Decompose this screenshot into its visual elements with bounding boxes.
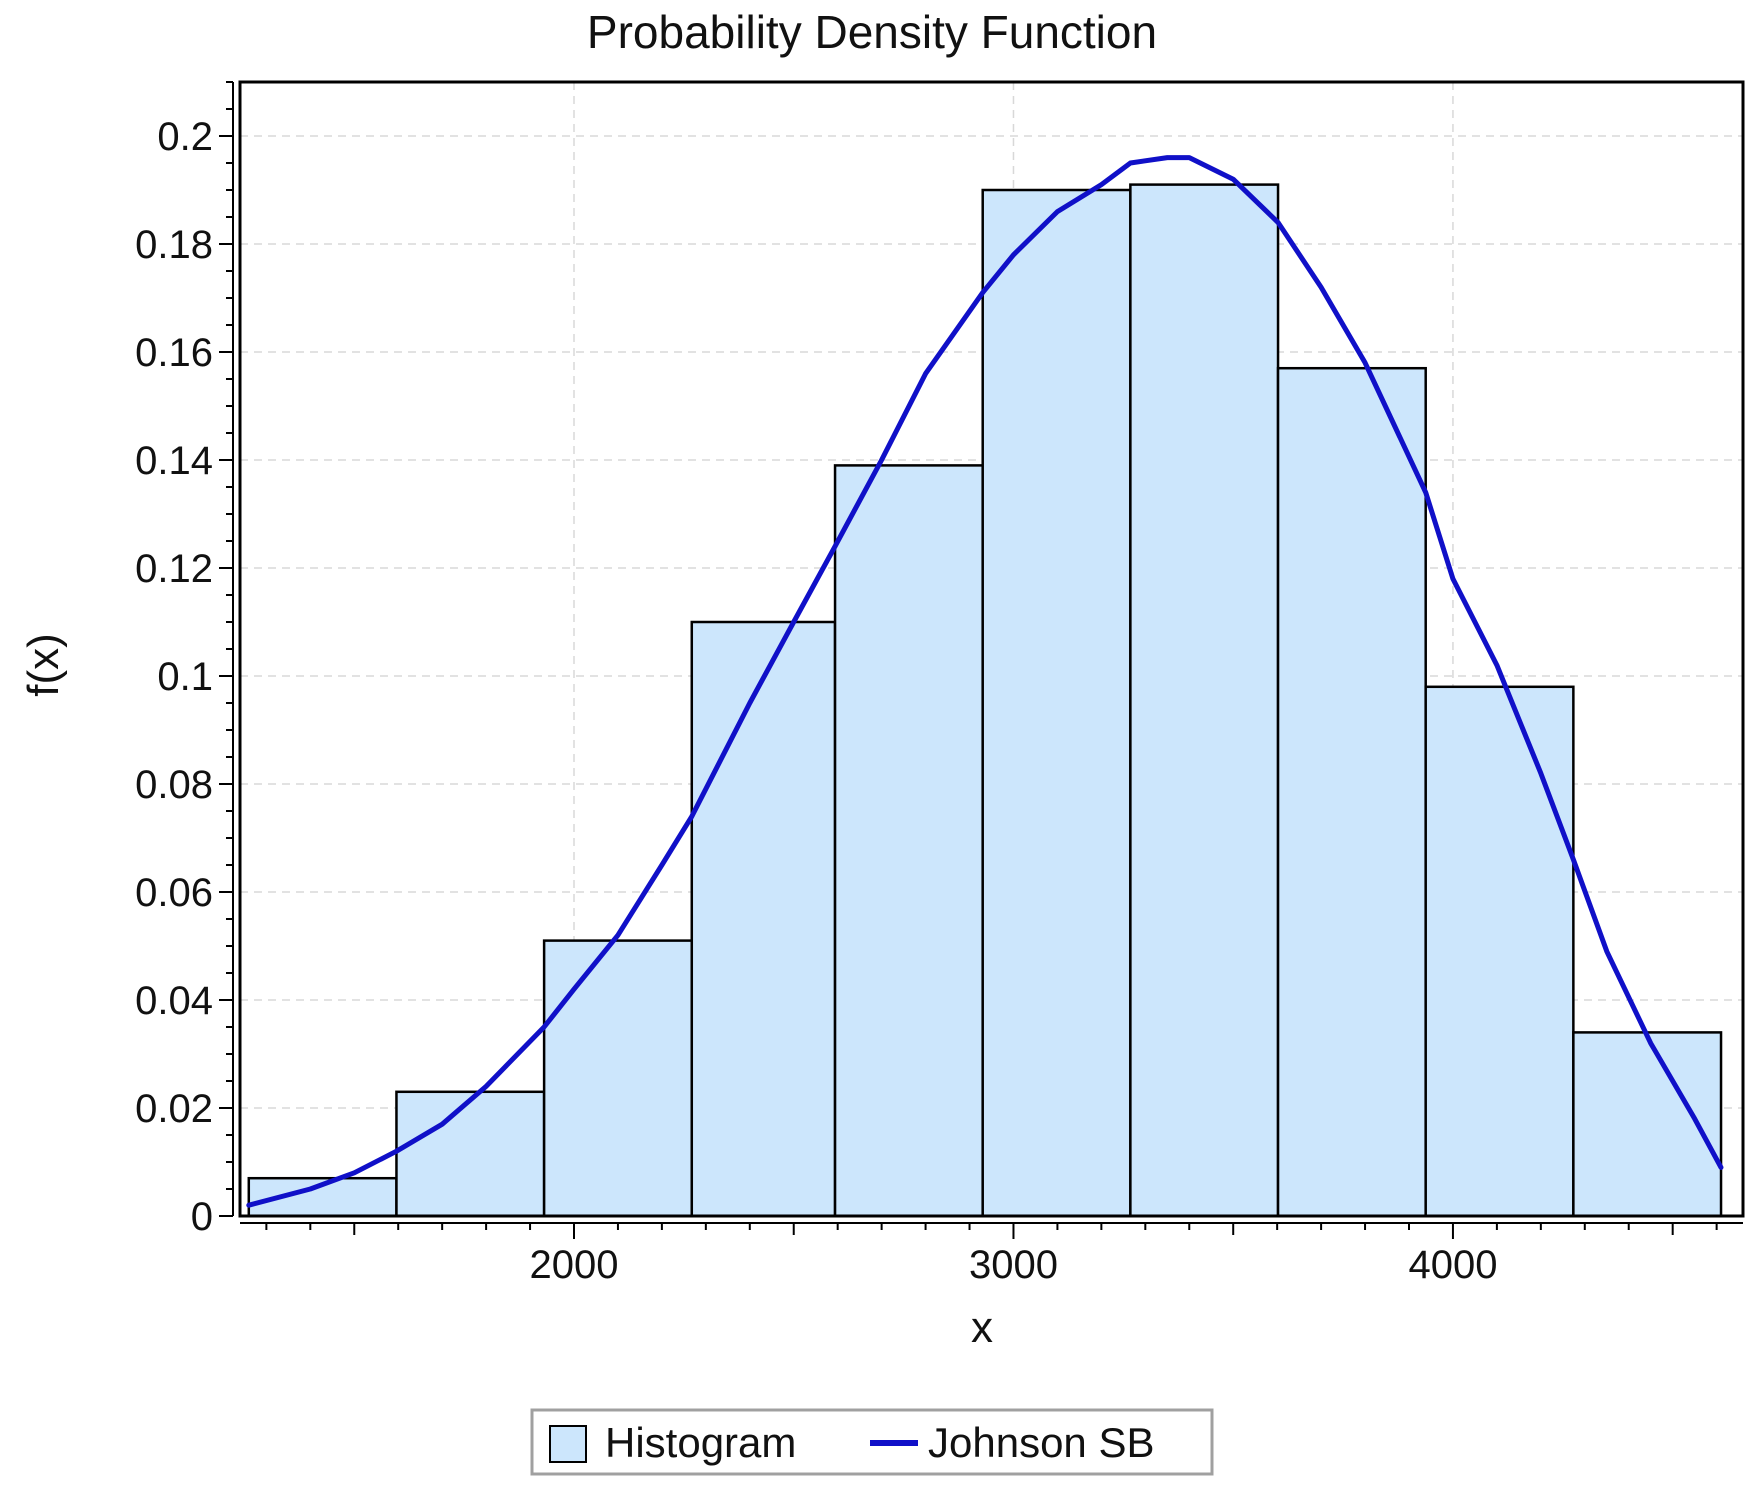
plot-frame [238, 80, 1745, 1218]
legend-histogram-swatch [549, 1425, 587, 1463]
johnson-sb-curve-layer [246, 155, 1724, 1208]
y-tick-label: 0.16 [135, 331, 213, 375]
x-tick-label: 3000 [969, 1243, 1058, 1287]
y-axis: 0 0.02 0.04 0.06 0.08 0.1 0.12 0.14 0.16 0.18 0.2 [135, 81, 234, 1239]
y-tick-label: 0.08 [135, 763, 213, 807]
y-tick-label: 0.04 [135, 979, 213, 1023]
histogram-bar [981, 188, 1132, 1218]
y-axis-title: f(x) [19, 633, 68, 697]
histogram-bars [247, 183, 1723, 1218]
y-tick-label: 0.2 [157, 115, 213, 159]
legend-histogram-label: Histogram [605, 1419, 796, 1466]
legend: Histogram Johnson SB [530, 1408, 1214, 1476]
y-tick-label: 0.1 [157, 655, 213, 699]
y-tick-label: 0 [191, 1195, 213, 1239]
y-tick-label: 0.14 [135, 439, 213, 483]
johnson-sb-curve [246, 155, 1724, 1208]
x-tick-label: 4000 [1408, 1243, 1497, 1287]
histogram-bar [395, 1090, 546, 1218]
histogram-bar [1276, 366, 1427, 1218]
histogram-bar [1129, 183, 1280, 1218]
x-tick-label: 2000 [530, 1243, 619, 1287]
legend-curve-label: Johnson SB [928, 1419, 1155, 1466]
histogram-bar [1424, 685, 1575, 1218]
histogram-bar [833, 464, 984, 1218]
histogram-bar [690, 620, 837, 1218]
x-axis: 2000 3000 4000 [240, 1222, 1743, 1287]
histogram-bar [542, 939, 694, 1218]
y-tick-label: 0.12 [135, 547, 213, 591]
y-tick-label: 0.18 [135, 223, 213, 267]
chart-title: Probability Density Function [587, 6, 1157, 58]
y-tick-label: 0.02 [135, 1087, 213, 1131]
x-axis-title: x [971, 1303, 993, 1352]
y-tick-label: 0.06 [135, 871, 213, 915]
